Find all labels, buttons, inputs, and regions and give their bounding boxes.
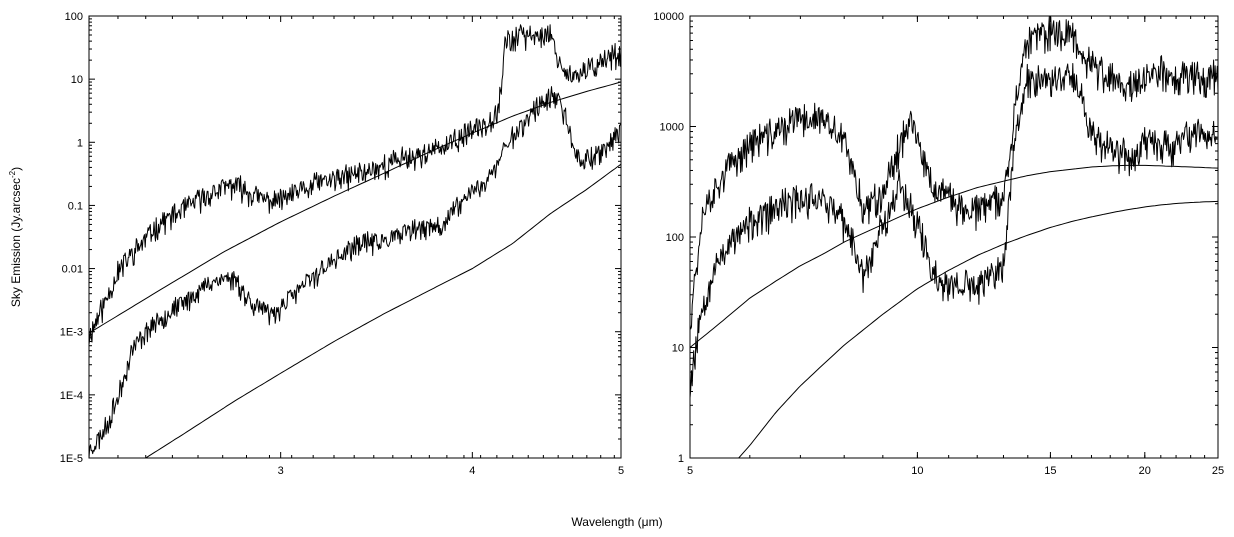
y-tick-label: 1 bbox=[77, 137, 83, 149]
y-axis-label: Sky Emission (Jy.arcsec-2) bbox=[8, 167, 23, 307]
series-line-1 bbox=[690, 16, 1218, 330]
y-tick-label: 10 bbox=[672, 343, 684, 355]
x-tick-label: 10 bbox=[911, 465, 923, 477]
y-tick-label: 1E-4 bbox=[60, 390, 83, 402]
left-panel: 1E-5 1E-4 1E-3 0.01 0.1 1 10 100 3 4 5 bbox=[60, 11, 624, 477]
y-tick-label: 1E-3 bbox=[60, 327, 83, 339]
x-tick-label: 3 bbox=[278, 465, 284, 477]
y-tick-label: 1E-5 bbox=[60, 453, 83, 465]
y-tick-label: 10000 bbox=[653, 11, 684, 23]
series-line-2 bbox=[690, 63, 1218, 398]
x-tick-label: 4 bbox=[469, 465, 475, 477]
x-tick-label: 20 bbox=[1139, 465, 1151, 477]
y-tick-label: 1 bbox=[678, 453, 684, 465]
y-tick-label: 100 bbox=[666, 232, 684, 244]
x-tick-label: 15 bbox=[1044, 465, 1056, 477]
series-group bbox=[690, 16, 1218, 458]
series-line-4 bbox=[145, 163, 621, 458]
right-panel: 1 10 100 1000 10000 5 10 15 20 25 bbox=[653, 11, 1224, 477]
series-line-4 bbox=[738, 200, 1218, 458]
y-tick-label: 0.01 bbox=[62, 264, 83, 276]
y-tick-label: 10 bbox=[71, 74, 83, 86]
y-tick-label: 100 bbox=[65, 11, 83, 23]
x-tick-label: 25 bbox=[1212, 465, 1224, 477]
series-line-3 bbox=[89, 81, 621, 334]
y-tick-label: 1000 bbox=[660, 122, 684, 134]
plot-frame bbox=[88, 15, 622, 459]
x-tick-label: 5 bbox=[618, 465, 624, 477]
x-tick-label: 5 bbox=[687, 465, 693, 477]
y-tick-label: 0.1 bbox=[68, 200, 83, 212]
series-line-2 bbox=[89, 86, 621, 458]
x-axis-label: Wavelength (μm) bbox=[571, 515, 662, 529]
series-line-1 bbox=[89, 24, 621, 345]
series-group bbox=[89, 24, 621, 458]
series-line-3 bbox=[690, 164, 1218, 348]
